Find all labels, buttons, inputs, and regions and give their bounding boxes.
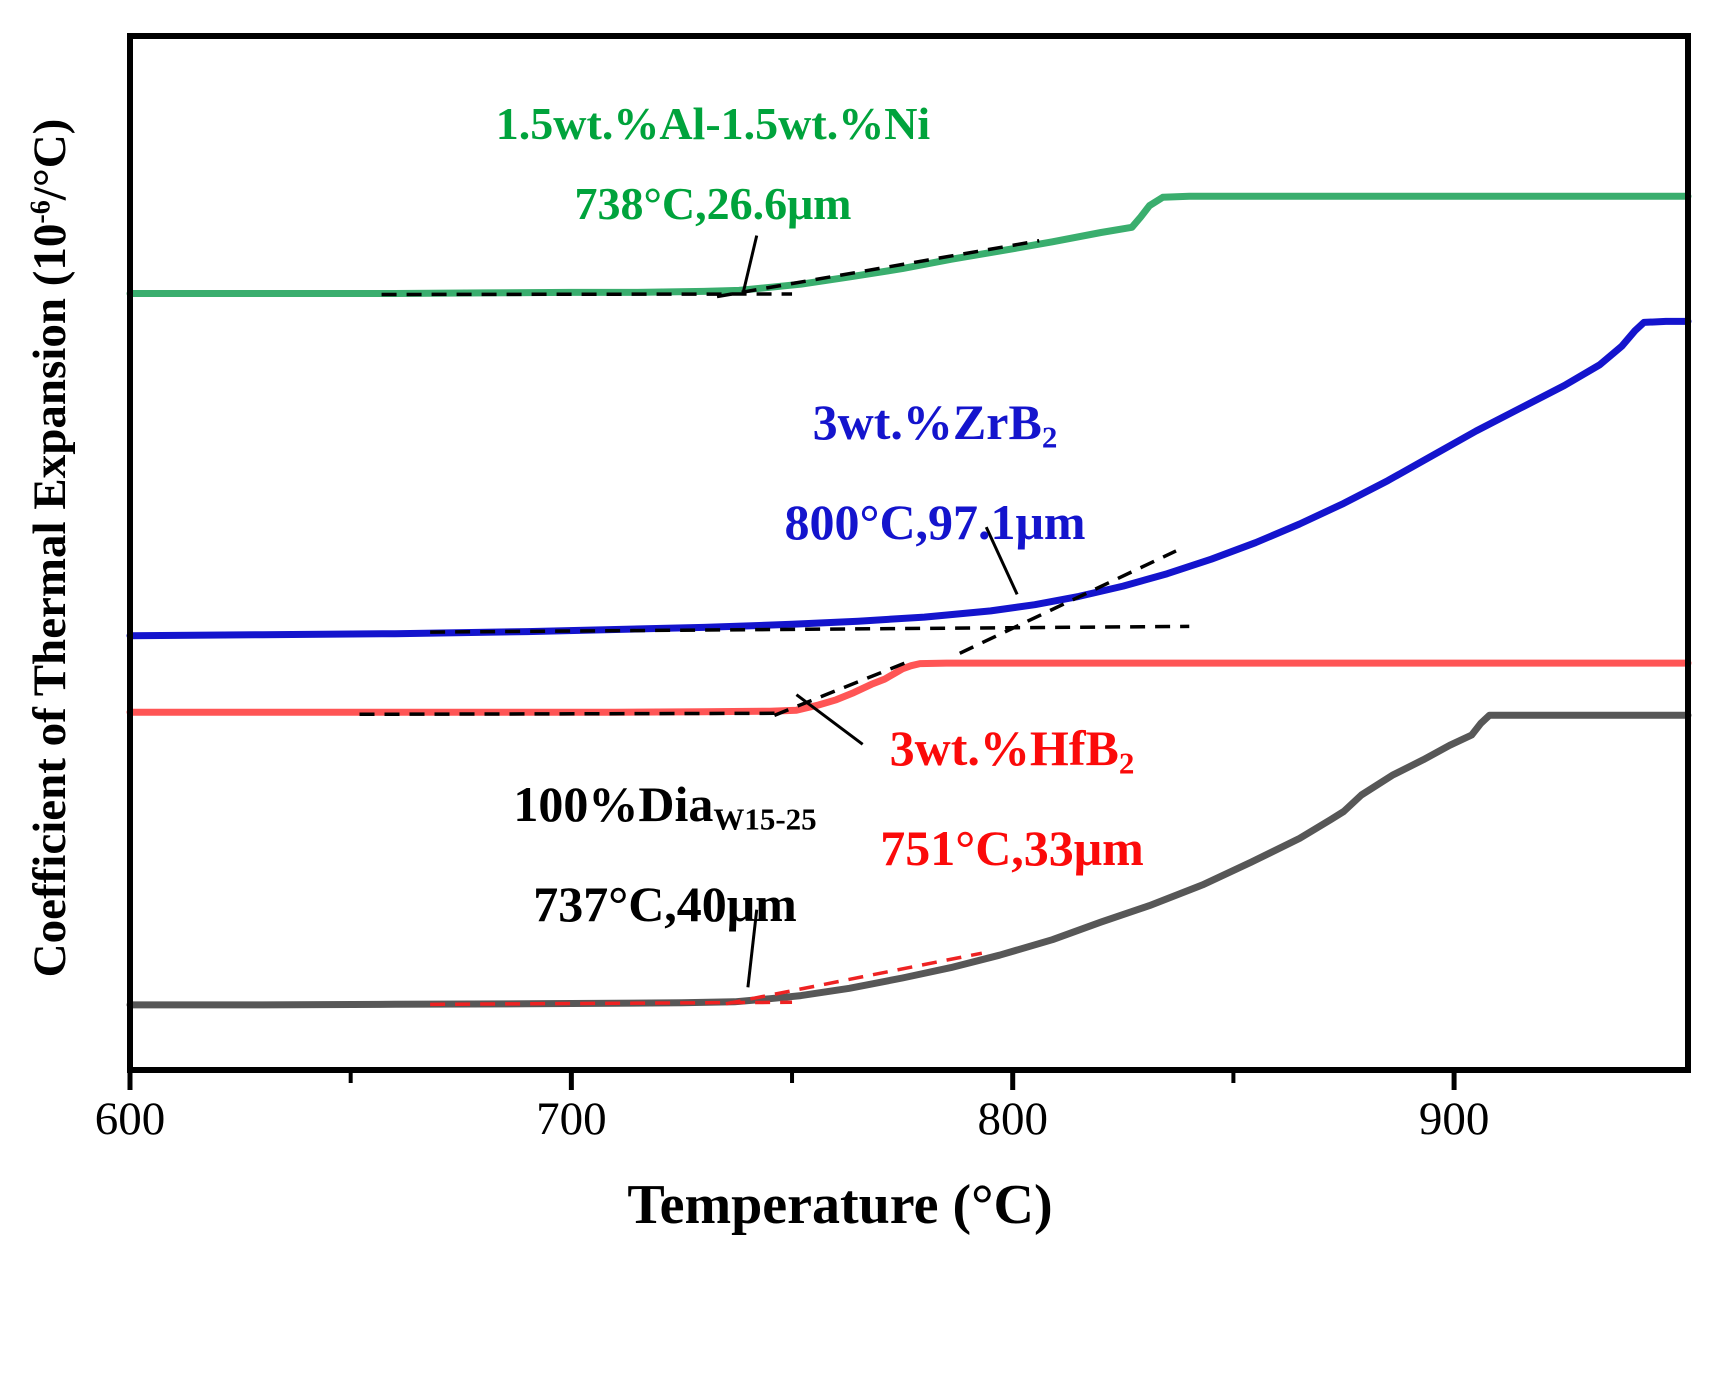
y-axis-title-exponent: -6 <box>25 200 57 224</box>
annotation-hfb2-onset: 751°C,33μm <box>880 819 1144 876</box>
annotation-dia-name: 100%DiaW15-25 <box>513 776 817 837</box>
dashed-alni-baseline <box>381 292 793 297</box>
y-axis-title-post: /°C) <box>24 118 76 201</box>
annotation-al-ni-name: 1.5wt.%Al-1.5wt.%Ni <box>495 98 931 149</box>
annotation-zrb2-onset: 800°C,97.1μm <box>784 493 1086 550</box>
curve-zrb2 <box>126 317 1692 640</box>
dashed-alni-tangent <box>716 239 1040 299</box>
y-axis-title: Coefficient of Thermal Expansion (10-6/°… <box>23 119 77 978</box>
dashed-hfb2-baseline <box>359 711 784 717</box>
annotation-hfb2: 3wt.%HfB2 751°C,33μm <box>880 706 1144 890</box>
annotation-al-ni: 1.5wt.%Al-1.5wt.%Ni 738°C,26.6μm <box>496 84 930 244</box>
dashed-dia-tangent <box>725 951 983 1006</box>
x-axis-title: Temperature (°C) <box>627 1174 1053 1236</box>
x-tick-label: 900 <box>1419 1093 1490 1145</box>
x-tick-label: 600 <box>95 1093 166 1145</box>
curve-al-ni <box>126 192 1692 297</box>
leader-hfb2-leader <box>795 693 864 746</box>
annotation-dia: 100%DiaW15-25 737°C,40μm <box>513 762 816 946</box>
annotation-dia-onset: 737°C,40μm <box>533 875 797 932</box>
annotation-hfb2-name: 3wt.%HfB2 <box>889 720 1135 781</box>
y-axis-title-pre: Coefficient of Thermal Expansion (10 <box>24 223 76 978</box>
leader-zrb2-leader <box>984 526 1019 595</box>
curve-hfb2 <box>126 659 1692 716</box>
x-tick-label: 700 <box>536 1093 607 1145</box>
x-tick-label: 800 <box>977 1093 1048 1145</box>
annotation-zrb2-name: 3wt.%ZrB2 <box>812 394 1058 455</box>
annotation-zrb2: 3wt.%ZrB2 800°C,97.1μm <box>784 380 1085 564</box>
dashed-zrb2-baseline <box>430 624 1190 634</box>
leader-alni-leader <box>742 235 759 292</box>
annotation-al-ni-onset: 738°C,26.6μm <box>574 178 852 229</box>
leader-dia-leader <box>746 909 759 988</box>
dashed-zrb2-tangent <box>959 549 1177 655</box>
plot-border <box>127 33 1691 1073</box>
